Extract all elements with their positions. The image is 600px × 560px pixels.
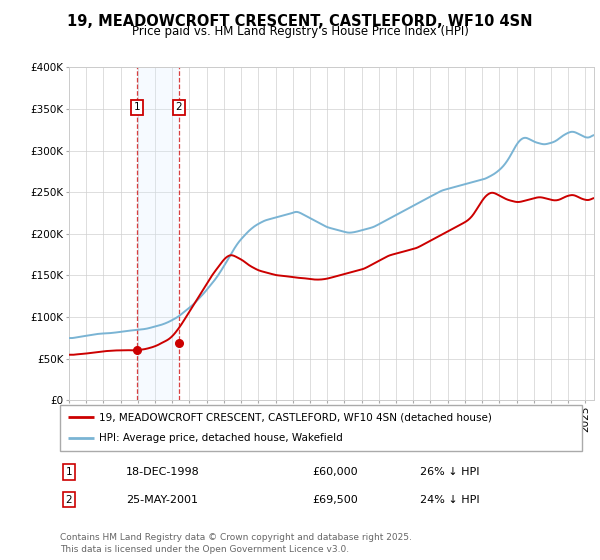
Text: £69,500: £69,500 [312,494,358,505]
Text: Contains HM Land Registry data © Crown copyright and database right 2025.
This d: Contains HM Land Registry data © Crown c… [60,533,412,554]
Text: Price paid vs. HM Land Registry's House Price Index (HPI): Price paid vs. HM Land Registry's House … [131,25,469,38]
Text: 19, MEADOWCROFT CRESCENT, CASTLEFORD, WF10 4SN: 19, MEADOWCROFT CRESCENT, CASTLEFORD, WF… [67,14,533,29]
Text: 25-MAY-2001: 25-MAY-2001 [126,494,198,505]
Text: 2: 2 [176,102,182,112]
Text: 26% ↓ HPI: 26% ↓ HPI [420,467,479,477]
Text: 1: 1 [65,467,73,477]
Text: £60,000: £60,000 [312,467,358,477]
Text: 24% ↓ HPI: 24% ↓ HPI [420,494,479,505]
FancyBboxPatch shape [60,405,582,451]
Text: 19, MEADOWCROFT CRESCENT, CASTLEFORD, WF10 4SN (detached house): 19, MEADOWCROFT CRESCENT, CASTLEFORD, WF… [99,412,492,422]
Text: 2: 2 [65,494,73,505]
Bar [137,67,179,400]
Text: 18-DEC-1998: 18-DEC-1998 [126,467,200,477]
Text: HPI: Average price, detached house, Wakefield: HPI: Average price, detached house, Wake… [99,433,343,444]
Text: 1: 1 [134,102,140,112]
